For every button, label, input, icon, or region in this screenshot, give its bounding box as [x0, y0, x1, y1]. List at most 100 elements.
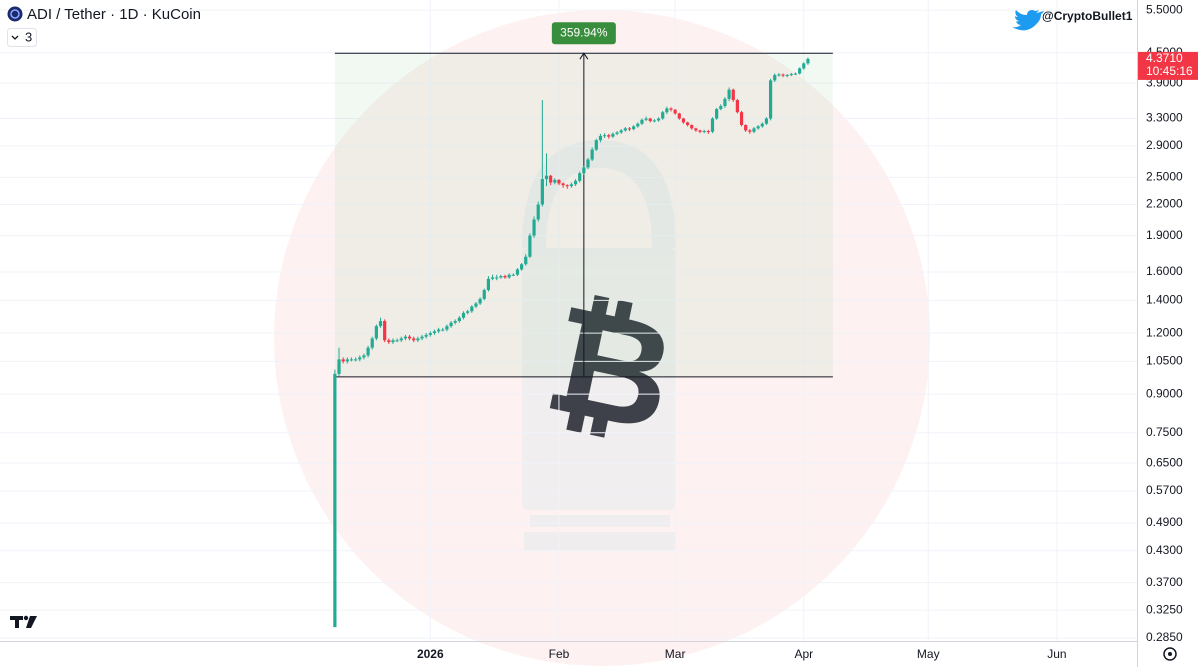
- candle-body: [441, 329, 445, 331]
- indicator-toggle[interactable]: [7, 28, 37, 47]
- candle-body: [461, 312, 466, 318]
- candle-body: [798, 68, 802, 74]
- candle-body: [764, 118, 769, 124]
- candle-body: [449, 322, 453, 327]
- x-tick-label: Apr: [794, 647, 813, 661]
- candle-body: [594, 140, 598, 150]
- y-tick-label: 1.4000: [1146, 293, 1183, 307]
- candle-body: [478, 298, 482, 304]
- measure-label-box: [551, 22, 616, 45]
- countdown: 10:45:16: [1146, 64, 1193, 78]
- candle-body: [760, 123, 764, 127]
- candle-body: [395, 340, 399, 342]
- x-tick-label: Jun: [1047, 647, 1066, 661]
- candle-body: [474, 303, 478, 307]
- candle-body: [640, 119, 644, 124]
- candle-body: [756, 126, 760, 129]
- grid: [0, 0, 1137, 641]
- y-tick-label: 1.9000: [1146, 228, 1183, 242]
- y-tick-label: 2.5000: [1146, 170, 1183, 184]
- candle-body: [337, 359, 341, 374]
- candle-body: [785, 75, 789, 77]
- last-price-label: 4.3710: [1146, 51, 1183, 65]
- settings-center: [1168, 652, 1172, 656]
- candle-body: [673, 109, 677, 114]
- candle-body: [378, 321, 383, 327]
- candle-body: [793, 73, 798, 75]
- candle-body: [615, 132, 619, 134]
- candle-body: [611, 133, 615, 137]
- candle-body: [499, 276, 503, 278]
- candle-body: [586, 159, 590, 168]
- candle-body: [420, 336, 424, 339]
- y-tick-label: 0.4300: [1146, 543, 1183, 557]
- candle-body: [549, 175, 553, 183]
- candle-body: [445, 326, 449, 330]
- candle-body: [652, 120, 656, 122]
- candle-body: [374, 326, 378, 339]
- candle-body: [453, 321, 457, 323]
- candle-body: [677, 113, 681, 119]
- candle-body: [603, 135, 607, 137]
- y-tick-label: 0.6500: [1146, 455, 1183, 469]
- candle-body: [540, 179, 544, 205]
- candle-body: [387, 340, 391, 343]
- y-tick-label: 2.2000: [1146, 197, 1183, 211]
- candle-body: [748, 130, 752, 132]
- measure-arrow-head: [579, 52, 589, 60]
- coin-icon-ring: [10, 9, 20, 19]
- y-tick-label: 2.9000: [1146, 138, 1183, 152]
- candle-body: [561, 183, 565, 186]
- y-tick-label: 1.6000: [1146, 264, 1183, 278]
- candle-body: [437, 329, 441, 332]
- candle-body: [428, 333, 432, 335]
- candle-body: [723, 98, 727, 107]
- candle-body: [632, 126, 636, 130]
- candle-body: [715, 109, 719, 119]
- candle-body: [569, 184, 574, 187]
- candle-body: [403, 336, 408, 339]
- candle-body: [607, 135, 611, 137]
- candle-body: [507, 274, 511, 278]
- candle-body: [366, 347, 370, 356]
- candle-body: [486, 278, 491, 291]
- settings-icon[interactable]: [1163, 647, 1177, 661]
- candle-body: [636, 123, 640, 127]
- candle-body: [370, 338, 374, 348]
- candle-body: [656, 118, 661, 121]
- y-tick-label: 0.3700: [1146, 575, 1183, 589]
- indicator-count: 3: [25, 29, 32, 44]
- candle-body: [457, 317, 461, 322]
- y-tick-label: 1.2000: [1146, 325, 1183, 339]
- candle-body: [524, 256, 528, 265]
- candle-body: [412, 338, 416, 341]
- candle-body: [565, 185, 569, 187]
- candle-body: [362, 355, 366, 358]
- candle-body: [528, 235, 532, 257]
- candle-body: [482, 290, 486, 299]
- candle-body: [627, 128, 632, 130]
- candle-body: [773, 75, 777, 81]
- settings-gear[interactable]: [1163, 647, 1177, 661]
- tv-logo: [10, 615, 37, 628]
- candle-body: [333, 373, 337, 628]
- candle-body: [777, 74, 781, 76]
- candle-body: [573, 180, 578, 185]
- x-tick-label: May: [917, 647, 940, 661]
- candle-body: [520, 264, 524, 270]
- candle-body: [698, 130, 702, 132]
- y-tick-label: 0.9000: [1146, 386, 1183, 400]
- candle-body: [544, 175, 549, 180]
- author: @CryptoBullet1: [1042, 9, 1133, 23]
- x-tick-label: 2026: [417, 647, 444, 661]
- y-tick-label: 5.5000: [1146, 2, 1183, 16]
- candle-body: [432, 331, 437, 334]
- chevron: [11, 35, 19, 40]
- candle-body: [578, 173, 582, 181]
- last-price-box: [1138, 51, 1198, 80]
- measure-label: 359.94%: [560, 25, 608, 39]
- candle-body: [349, 359, 354, 361]
- candle-body: [710, 118, 715, 132]
